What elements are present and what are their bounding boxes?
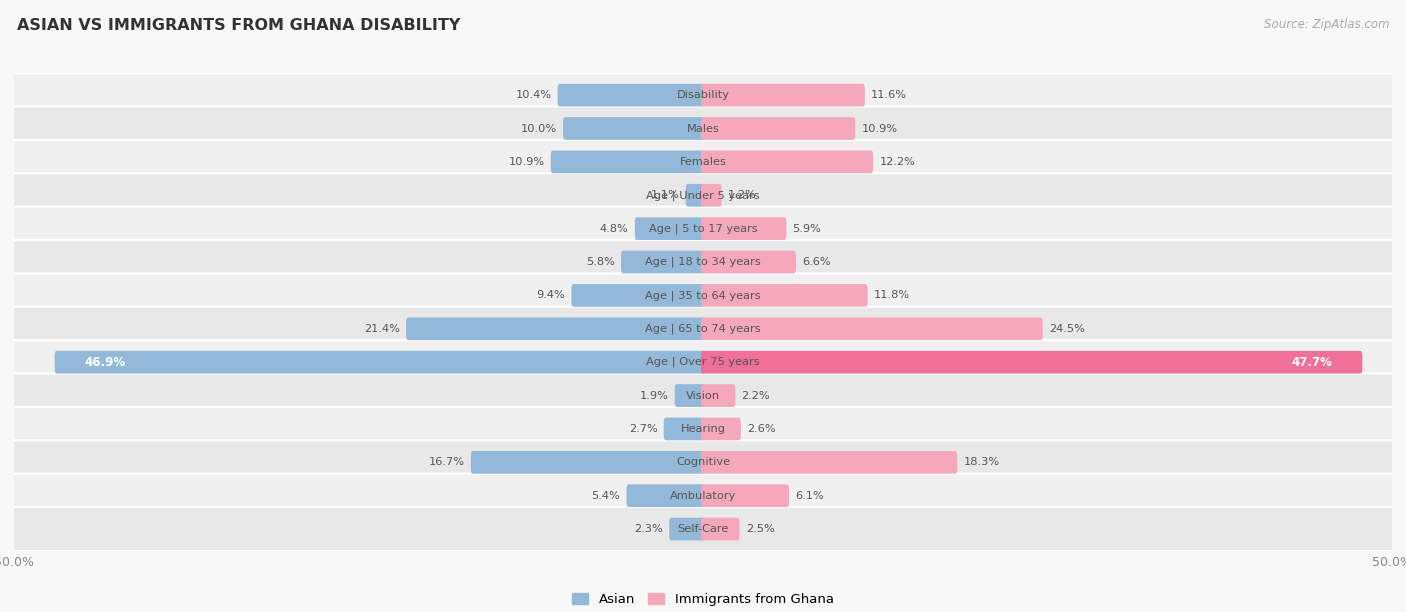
FancyBboxPatch shape <box>686 184 704 207</box>
Text: 5.4%: 5.4% <box>592 491 620 501</box>
Text: 2.2%: 2.2% <box>741 390 770 401</box>
FancyBboxPatch shape <box>10 440 1396 484</box>
Text: 6.6%: 6.6% <box>803 257 831 267</box>
Text: 2.3%: 2.3% <box>634 524 664 534</box>
Text: Disability: Disability <box>676 90 730 100</box>
Text: 18.3%: 18.3% <box>963 457 1000 468</box>
FancyBboxPatch shape <box>10 274 1396 318</box>
Text: Age | 18 to 34 years: Age | 18 to 34 years <box>645 257 761 267</box>
Text: Self-Care: Self-Care <box>678 524 728 534</box>
Text: 12.2%: 12.2% <box>879 157 915 167</box>
Text: Source: ZipAtlas.com: Source: ZipAtlas.com <box>1264 18 1389 31</box>
Text: 5.8%: 5.8% <box>586 257 614 267</box>
Text: Males: Males <box>686 124 720 133</box>
Text: 11.8%: 11.8% <box>875 291 910 300</box>
FancyBboxPatch shape <box>621 251 704 274</box>
FancyBboxPatch shape <box>10 373 1396 417</box>
Text: 6.1%: 6.1% <box>796 491 824 501</box>
FancyBboxPatch shape <box>10 474 1396 518</box>
FancyBboxPatch shape <box>675 384 704 407</box>
Text: 2.6%: 2.6% <box>747 424 776 434</box>
Text: Age | Over 75 years: Age | Over 75 years <box>647 357 759 367</box>
FancyBboxPatch shape <box>627 484 704 507</box>
FancyBboxPatch shape <box>702 417 741 440</box>
Text: 5.9%: 5.9% <box>793 223 821 234</box>
Text: Hearing: Hearing <box>681 424 725 434</box>
Text: Age | 5 to 17 years: Age | 5 to 17 years <box>648 223 758 234</box>
Text: 2.5%: 2.5% <box>745 524 775 534</box>
FancyBboxPatch shape <box>702 284 868 307</box>
Text: Ambulatory: Ambulatory <box>669 491 737 501</box>
FancyBboxPatch shape <box>10 507 1396 551</box>
Text: 1.2%: 1.2% <box>728 190 756 200</box>
Text: 9.4%: 9.4% <box>537 291 565 300</box>
FancyBboxPatch shape <box>702 84 865 106</box>
FancyBboxPatch shape <box>10 173 1396 217</box>
FancyBboxPatch shape <box>10 307 1396 351</box>
FancyBboxPatch shape <box>702 484 789 507</box>
FancyBboxPatch shape <box>571 284 704 307</box>
FancyBboxPatch shape <box>10 340 1396 384</box>
FancyBboxPatch shape <box>702 217 786 240</box>
Text: Age | 65 to 74 years: Age | 65 to 74 years <box>645 324 761 334</box>
FancyBboxPatch shape <box>471 451 704 474</box>
FancyBboxPatch shape <box>10 240 1396 284</box>
Text: 10.4%: 10.4% <box>516 90 551 100</box>
Text: 24.5%: 24.5% <box>1049 324 1084 334</box>
Text: 16.7%: 16.7% <box>429 457 464 468</box>
FancyBboxPatch shape <box>558 84 704 106</box>
FancyBboxPatch shape <box>702 318 1043 340</box>
FancyBboxPatch shape <box>10 106 1396 151</box>
Text: 10.9%: 10.9% <box>862 124 897 133</box>
Text: Cognitive: Cognitive <box>676 457 730 468</box>
FancyBboxPatch shape <box>10 207 1396 251</box>
Text: 1.9%: 1.9% <box>640 390 669 401</box>
FancyBboxPatch shape <box>702 251 796 274</box>
FancyBboxPatch shape <box>669 518 704 540</box>
Text: 11.6%: 11.6% <box>872 90 907 100</box>
FancyBboxPatch shape <box>702 351 1362 373</box>
Text: 1.1%: 1.1% <box>651 190 679 200</box>
Text: 2.7%: 2.7% <box>628 424 658 434</box>
Text: 10.0%: 10.0% <box>520 124 557 133</box>
FancyBboxPatch shape <box>406 318 704 340</box>
FancyBboxPatch shape <box>564 117 704 140</box>
FancyBboxPatch shape <box>702 518 740 540</box>
FancyBboxPatch shape <box>634 217 704 240</box>
FancyBboxPatch shape <box>551 151 704 173</box>
Text: Age | Under 5 years: Age | Under 5 years <box>647 190 759 201</box>
Text: 21.4%: 21.4% <box>364 324 399 334</box>
Text: Females: Females <box>679 157 727 167</box>
FancyBboxPatch shape <box>702 151 873 173</box>
Text: 47.7%: 47.7% <box>1292 356 1333 368</box>
Text: 10.9%: 10.9% <box>509 157 544 167</box>
FancyBboxPatch shape <box>664 417 704 440</box>
Legend: Asian, Immigrants from Ghana: Asian, Immigrants from Ghana <box>567 588 839 611</box>
Text: Vision: Vision <box>686 390 720 401</box>
Text: ASIAN VS IMMIGRANTS FROM GHANA DISABILITY: ASIAN VS IMMIGRANTS FROM GHANA DISABILIT… <box>17 18 460 34</box>
FancyBboxPatch shape <box>702 117 855 140</box>
Text: Age | 35 to 64 years: Age | 35 to 64 years <box>645 290 761 300</box>
FancyBboxPatch shape <box>702 384 735 407</box>
FancyBboxPatch shape <box>702 184 721 207</box>
FancyBboxPatch shape <box>10 140 1396 184</box>
FancyBboxPatch shape <box>55 351 704 373</box>
Text: 46.9%: 46.9% <box>84 356 125 368</box>
FancyBboxPatch shape <box>10 73 1396 117</box>
FancyBboxPatch shape <box>10 407 1396 451</box>
FancyBboxPatch shape <box>702 451 957 474</box>
Text: 4.8%: 4.8% <box>600 223 628 234</box>
